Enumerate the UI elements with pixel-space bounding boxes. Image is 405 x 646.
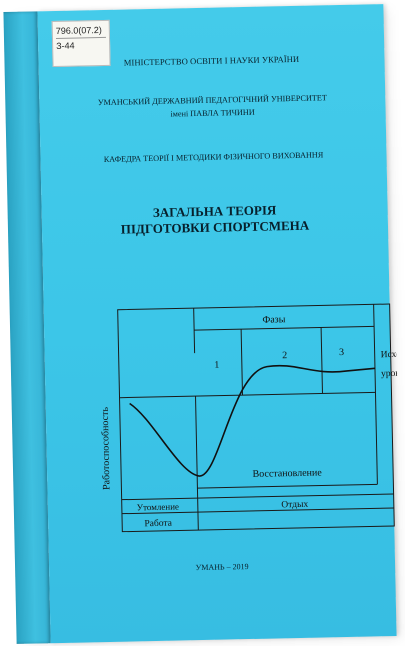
work-capacity-curve [129,364,376,477]
initial-level-line [119,391,376,399]
phases-header-divider [194,325,375,331]
work-row-top [121,507,394,515]
phase-3-label: 3 [339,347,344,358]
fatigue-label: Утомление [137,501,180,512]
phases-right-border [373,304,378,485]
fatigue-right-border [195,396,199,499]
phase-1-divider [240,329,243,396]
book: 796.0(07.2) З-44 МІНІСТЕРСТВО ОСВІТИ І Н… [3,4,405,644]
phase-2-label: 2 [282,350,287,361]
work-rest-divider [197,498,199,531]
recovery-phases-diagram: Работоспособность Фазы 1 2 3 Исходный ур… [95,294,405,545]
rest-label: Отдых [281,500,308,511]
work-label: Работа [144,518,172,530]
recovery-bar-bottom [197,483,378,489]
diagram-svg: Работоспособность Фазы 1 2 3 Исходный ур… [100,303,405,533]
rest-row-top [121,493,394,501]
university-name-suffix: імені ПАВЛА ТИЧИНИ [170,107,255,119]
phase-1-label: 1 [214,360,219,371]
diagram-frame [117,303,395,533]
phase-2-divider [320,327,323,394]
y-axis-label: Работоспособность [100,406,113,490]
publication-place-year: УМАНЬ – 2019 [195,562,249,573]
department-name: КАФЕДРА ТЕОРІЇ І МЕТОДИКИ ФІЗИЧНОГО ВИХО… [103,150,324,164]
sticker-classification: 796.0(07.2) [55,22,106,39]
sticker-code: З-44 [56,40,75,51]
recovery-label: Восстановление [252,467,322,479]
initial-level-label-2: уровень [381,369,400,380]
phases-header: Фазы [262,314,286,325]
initial-level-label: Исходный [381,348,401,360]
book-cover: 796.0(07.2) З-44 МІНІСТЕРСТВО ОСВІТИ І Н… [37,4,405,644]
